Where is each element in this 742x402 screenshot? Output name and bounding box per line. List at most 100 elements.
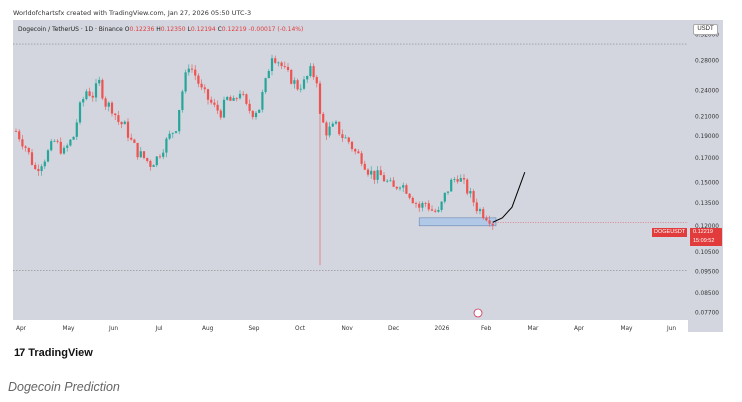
x-tick-label: Feb <box>481 326 492 332</box>
y-tick-label: 0.12000 <box>695 224 719 230</box>
candle-body <box>286 66 290 70</box>
ohlc-open: 0.12236 <box>129 26 155 33</box>
candle-body <box>389 180 392 182</box>
candle-body <box>376 170 379 180</box>
candle-body <box>414 203 418 204</box>
y-tick-label: 0.28000 <box>695 59 719 65</box>
candle-body <box>69 139 72 146</box>
candle-body <box>360 153 363 164</box>
candle-body <box>168 133 171 139</box>
candle-body <box>341 134 344 139</box>
candle-body <box>427 203 430 210</box>
event-icon <box>473 308 483 318</box>
candle-body <box>219 110 222 118</box>
x-tick-label: Dec <box>388 326 399 332</box>
candle-body <box>174 131 178 133</box>
currency-button[interactable]: USDT <box>693 24 718 35</box>
candle-body <box>302 79 306 89</box>
candle-body <box>226 96 229 100</box>
candle-body <box>72 136 75 140</box>
candle-body <box>149 160 152 167</box>
candle-body <box>354 149 357 152</box>
candle-body <box>309 66 312 77</box>
candle-body <box>24 146 27 148</box>
candle-body <box>290 69 293 84</box>
candle-body <box>248 103 251 111</box>
x-tick-label: Aug <box>202 326 214 332</box>
candle-body <box>181 91 184 110</box>
candle-body <box>392 180 395 187</box>
candle-body <box>466 179 469 194</box>
candle-body <box>184 72 187 92</box>
candle-body <box>478 209 482 212</box>
chart-credit: Worldofchartsfx created with TradingView… <box>13 9 252 17</box>
candle-body <box>101 79 104 99</box>
candle-body <box>382 175 386 182</box>
candle-body <box>126 121 130 138</box>
candle-body <box>456 179 459 182</box>
candle-body <box>379 170 382 176</box>
symbol-name: Dogecoin / TetherUS · 1D · Binance <box>18 26 123 33</box>
candle-body <box>459 178 462 182</box>
candle-body <box>312 66 315 78</box>
candle-body <box>200 83 203 88</box>
candle-body <box>94 83 98 98</box>
candle-body <box>88 91 91 96</box>
candle-body <box>43 161 46 167</box>
candle-body <box>395 186 398 189</box>
x-tick-label: Jun <box>108 326 118 332</box>
candle-body <box>475 202 478 212</box>
candle-body <box>258 109 261 113</box>
ohlc-low-label: L <box>187 26 191 33</box>
candle-body <box>299 88 302 90</box>
x-tick-label: May <box>621 326 634 332</box>
candle-body <box>334 121 338 124</box>
candle-body <box>491 223 494 226</box>
y-tick-label: 0.09500 <box>695 269 719 275</box>
candle-body <box>462 178 466 180</box>
candle-body <box>472 191 475 203</box>
candle-body <box>133 139 136 143</box>
candle-body <box>139 151 142 158</box>
candle-body <box>222 99 226 118</box>
price-scale[interactable] <box>688 20 723 332</box>
candle-body <box>190 68 194 70</box>
candle-body <box>171 132 174 134</box>
candle-body <box>370 170 373 175</box>
candle-body <box>78 102 82 123</box>
candle-body <box>357 151 360 154</box>
candle-body <box>251 110 254 118</box>
x-tick-label: May <box>63 326 76 332</box>
candle-body <box>232 97 235 101</box>
candle-body <box>187 68 190 73</box>
y-tick-label: 0.24000 <box>695 89 719 95</box>
candle-body <box>162 152 165 157</box>
candle-body <box>331 123 334 127</box>
candle-body <box>213 102 216 105</box>
y-tick-label: 0.32000 <box>695 33 719 39</box>
y-tick-label: 0.15000 <box>695 180 719 186</box>
last-price-label: 0.12219 <box>690 228 722 237</box>
candle-body <box>280 62 283 67</box>
candle-body <box>194 69 197 76</box>
candle-body <box>50 141 53 151</box>
image-caption: Dogecoin Prediction <box>8 380 120 394</box>
candle-body <box>306 76 309 80</box>
candle-body <box>344 137 347 139</box>
candle-body <box>229 96 232 101</box>
tradingview-logo[interactable]: 17 TradingView <box>14 347 93 359</box>
candle-body <box>110 102 114 114</box>
candle-body <box>53 140 56 142</box>
candle-body <box>350 141 354 150</box>
ohlc-close: 0.12219 <box>221 26 247 33</box>
candle-body <box>485 218 488 221</box>
candle-body <box>245 94 248 104</box>
x-tick-label: Apr <box>574 326 585 332</box>
bar-countdown: 15:09:52 <box>690 237 722 246</box>
candle-body <box>123 121 126 125</box>
candle-body <box>293 80 296 84</box>
candle-body <box>440 201 443 210</box>
candle-body <box>446 191 450 193</box>
ohlc-close-label: C <box>217 26 222 33</box>
